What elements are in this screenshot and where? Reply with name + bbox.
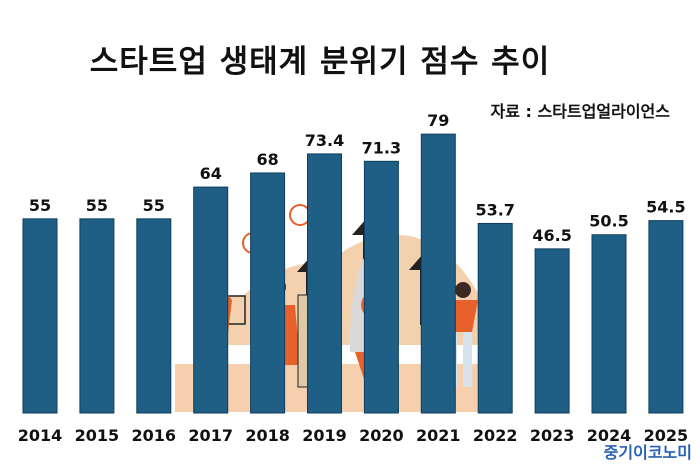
bar-2025 [648,220,684,414]
bar-2018 [250,172,286,414]
value-label-2018: 68 [256,150,278,169]
x-tick-label-2017: 2017 [188,426,233,445]
value-label-2019: 73.4 [305,131,344,150]
x-tick-label-2020: 2020 [359,426,404,445]
x-tick-label-2014: 2014 [18,426,63,445]
x-tick-label-2016: 2016 [132,426,177,445]
value-label-2025: 54.5 [646,198,685,217]
value-label-2016: 55 [143,196,165,215]
value-label-2023: 46.5 [532,226,571,245]
x-tick-label-2023: 2023 [530,426,575,445]
value-label-2024: 50.5 [589,212,628,231]
value-label-2015: 55 [86,196,108,215]
value-label-2017: 64 [200,164,222,183]
watermark: 중기이코노미 [603,443,692,462]
bar-2022 [477,222,513,414]
x-tick-label-2015: 2015 [75,426,120,445]
value-label-2020: 71.3 [362,138,401,157]
x-tick-label-2018: 2018 [245,426,290,445]
value-label-2014: 55 [29,196,51,215]
bar-2017 [193,186,229,414]
bar-2020 [363,160,399,414]
source-note: 자료 : 스타트업얼라이언스 [490,102,670,121]
x-tick-label-2022: 2022 [473,426,518,445]
bar-2023 [534,248,570,414]
bar-2024 [591,234,627,414]
x-tick-label-2025: 2025 [644,426,689,445]
bar-2014 [22,218,58,414]
chart-title: 스타트업 생태계 분위기 점수 추이 [89,44,551,80]
x-tick-label-2021: 2021 [416,426,461,445]
bar-2016 [136,218,172,414]
value-label-2021: 79 [427,111,449,130]
x-tick-label-2019: 2019 [302,426,347,445]
value-label-2022: 53.7 [475,200,514,219]
bar-2021 [420,133,456,414]
bar-2015 [79,218,115,414]
bar-2019 [307,153,342,414]
x-tick-label-2024: 2024 [587,426,632,445]
